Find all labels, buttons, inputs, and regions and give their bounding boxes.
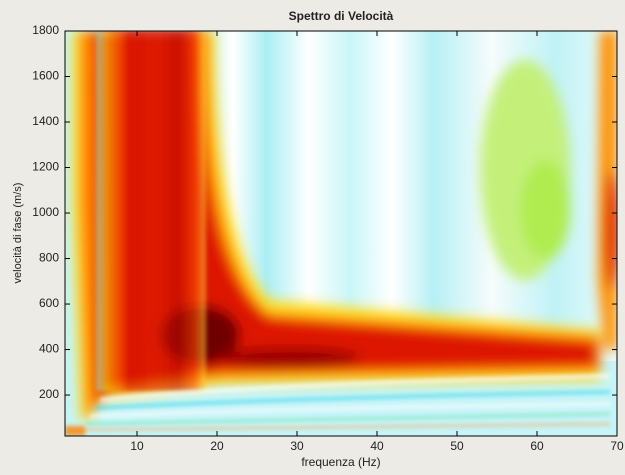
x-tick-label: 70 (610, 439, 624, 453)
x-tick-label: 40 (370, 439, 384, 453)
y-tick-label: 1800 (32, 23, 59, 37)
y-tick-label: 1400 (32, 114, 59, 128)
x-tick-label: 50 (450, 439, 464, 453)
chart-title: Spettro di Velocità (289, 9, 394, 23)
x-tick-label: 20 (210, 439, 224, 453)
x-tick-label: 60 (530, 439, 544, 453)
x-axis-label: frequenza (Hz) (301, 455, 380, 469)
y-tick-label: 400 (39, 342, 59, 356)
heatmap (65, 31, 617, 436)
x-tick-label: 10 (130, 439, 144, 453)
plot-frame (64, 30, 618, 437)
y-axis-label: velocità di fase (m/s) (12, 183, 24, 284)
y-tick-label: 1000 (32, 205, 59, 219)
y-tick-label: 1600 (32, 69, 59, 83)
y-tick-label: 800 (39, 251, 59, 265)
y-tick-label: 1200 (32, 160, 59, 174)
x-tick-label: 30 (290, 439, 304, 453)
y-tick-label: 600 (39, 296, 59, 310)
y-tick-label: 200 (39, 387, 59, 401)
